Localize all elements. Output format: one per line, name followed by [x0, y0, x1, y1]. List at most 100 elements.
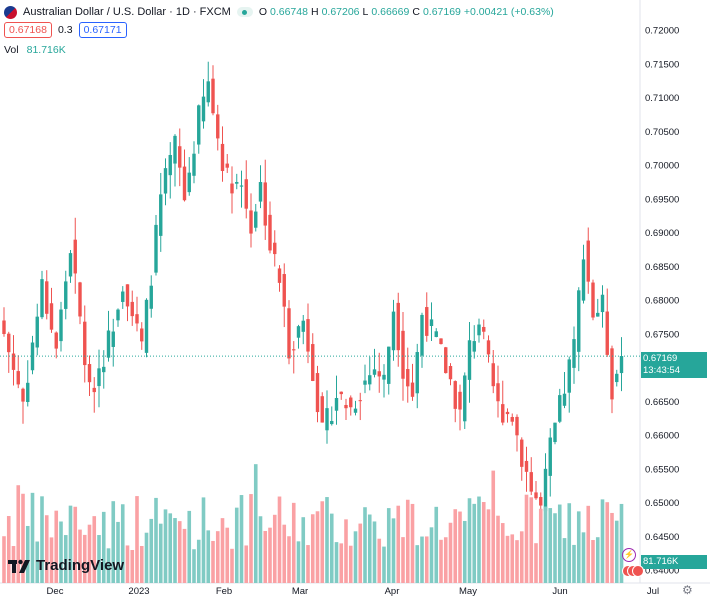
time-tick-label: Dec: [47, 586, 64, 597]
candle-body: [572, 339, 576, 368]
volume-bar: [458, 511, 462, 583]
aud-usd-flag-icon: [4, 5, 17, 19]
candle-body: [225, 163, 229, 168]
volume-bar: [344, 519, 348, 583]
candle-body: [467, 340, 472, 380]
volume-bar: [130, 550, 135, 583]
candle-body: [73, 239, 77, 274]
candle-body: [216, 114, 220, 139]
candle-body: [287, 308, 291, 359]
volume-bar: [348, 545, 353, 583]
candle-body: [524, 460, 529, 472]
candle-body: [258, 182, 263, 202]
volume-bar: [619, 503, 624, 583]
price-tick-label: 0.64500: [645, 532, 679, 543]
candle-body: [339, 391, 343, 395]
candle-body: [377, 371, 381, 377]
candle-body: [420, 314, 424, 356]
volume-bar: [372, 521, 377, 583]
open-value: 0.66748: [270, 6, 308, 18]
volume-bar: [486, 509, 491, 583]
gear-icon[interactable]: ⚙: [682, 583, 693, 597]
candle-body: [140, 328, 144, 342]
tradingview-logo[interactable]: TradingView: [8, 557, 124, 574]
price-tick-label: 0.66500: [645, 397, 679, 408]
volume-bar: [320, 501, 325, 583]
sell-button[interactable]: 0.67168: [4, 22, 52, 38]
volume-bar: [253, 464, 258, 583]
volume-bar: [201, 497, 206, 583]
volume-bar: [16, 485, 21, 583]
volume-bar: [82, 534, 87, 583]
lightning-icon[interactable]: ⚡: [622, 548, 636, 562]
candle-body: [368, 375, 372, 385]
volume-bar: [163, 509, 168, 583]
candle-body: [125, 284, 130, 307]
candle-body: [562, 393, 567, 406]
candle-body: [292, 349, 296, 351]
candle-body: [306, 319, 310, 352]
volume-bar: [225, 527, 230, 583]
candle-body: [591, 282, 595, 318]
volume-bar: [595, 537, 600, 583]
volume-bar: [49, 537, 54, 583]
buy-button[interactable]: 0.67171: [78, 22, 127, 38]
candle-body: [30, 342, 35, 371]
volume-bar: [519, 531, 524, 583]
volume-bar: [35, 541, 40, 583]
volume-bar: [358, 523, 363, 583]
candle-body: [529, 472, 533, 492]
candle-body: [149, 285, 153, 309]
volume-bar: [553, 513, 557, 583]
volume-bar: [538, 508, 543, 583]
volume-bar: [272, 514, 277, 583]
candle-body: [534, 492, 538, 499]
price-tick-label: 0.72000: [645, 26, 679, 37]
candle-body: [64, 281, 68, 309]
volume-bar: [334, 542, 339, 583]
candle-body: [2, 320, 6, 335]
volume-bar: [429, 527, 434, 583]
candle-body: [477, 324, 481, 336]
candle-body: [106, 330, 111, 358]
candle-body: [429, 319, 434, 327]
volume-bar: [182, 528, 187, 583]
volume-bar: [481, 502, 486, 583]
time-tick-label: Jun: [552, 586, 567, 597]
candle-body: [396, 302, 400, 351]
volume-bar: [135, 496, 139, 583]
volume-bar: [249, 494, 253, 583]
volume-bar: [424, 536, 429, 583]
candle-body: [130, 301, 134, 317]
volume-legend: Vol 81.716K: [4, 44, 66, 56]
symbol-title[interactable]: Australian Dollar / U.S. Dollar · 1D · F…: [23, 6, 231, 18]
candle-body: [349, 397, 353, 408]
candle-body: [406, 369, 410, 387]
volume-bar: [467, 498, 472, 583]
volume-bar: [296, 541, 301, 583]
volume-bar: [448, 522, 453, 583]
volume-bar: [63, 535, 68, 583]
volume-bar: [367, 514, 372, 583]
candle-body: [59, 309, 63, 342]
price-tick-label: 0.65500: [645, 464, 679, 475]
volume-bar: [187, 510, 192, 583]
tradingview-logo-icon: [8, 559, 30, 573]
economic-events-icon[interactable]: [622, 565, 644, 577]
volume-bar: [139, 545, 144, 583]
candle-body: [425, 307, 429, 336]
candle-body: [586, 240, 590, 282]
volume-bar: [2, 536, 6, 583]
candle-body: [496, 383, 500, 402]
volume-bar: [301, 517, 306, 583]
candle-body: [515, 416, 519, 436]
volume-bar: [496, 515, 500, 583]
volume-bar: [329, 513, 334, 583]
close-value: 0.67169: [422, 6, 461, 18]
candle-body: [344, 404, 348, 409]
candle-body: [178, 146, 182, 168]
candle-body: [520, 439, 524, 467]
candle-body: [21, 388, 25, 402]
volume-bar: [263, 530, 268, 583]
